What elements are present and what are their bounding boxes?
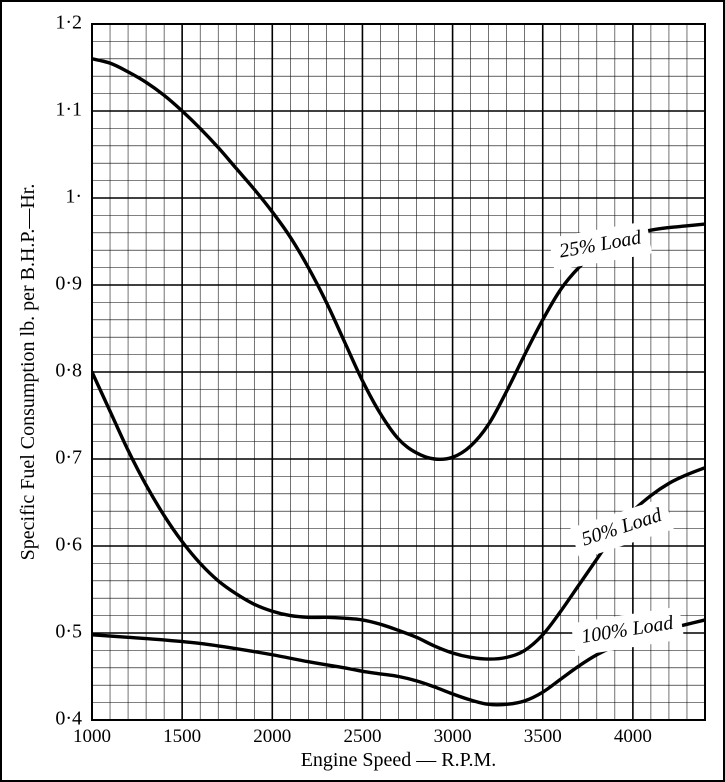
y-axis-label: Specific Fuel Consumption lb. per B.H.P.… [17,184,39,561]
y-tick-label: 1·1 [55,99,82,121]
y-tick-label: 0·9 [55,273,82,295]
y-tick-label: 0·7 [55,447,82,469]
y-tick-label: 0·8 [55,360,82,382]
sfc-chart: 25% Load50% Load100% Load100015002000250… [2,2,723,780]
y-tick-label: 1·2 [55,12,82,34]
x-axis-label: Engine Speed — R.P.M. [301,749,497,771]
x-tick-label: 2000 [253,726,291,747]
x-tick-label: 1500 [163,726,201,747]
x-tick-label: 3500 [524,726,562,747]
x-tick-label: 3000 [434,726,472,747]
chart-container: 25% Load50% Load100% Load100015002000250… [0,0,725,782]
y-tick-label: 0·5 [55,621,82,643]
y-tick-label: 0·4 [55,708,82,730]
x-tick-label: 4000 [614,726,652,747]
y-tick-label: 1· [65,186,82,208]
x-tick-label: 2500 [343,726,381,747]
y-tick-label: 0·6 [55,534,82,556]
grid [92,24,705,720]
